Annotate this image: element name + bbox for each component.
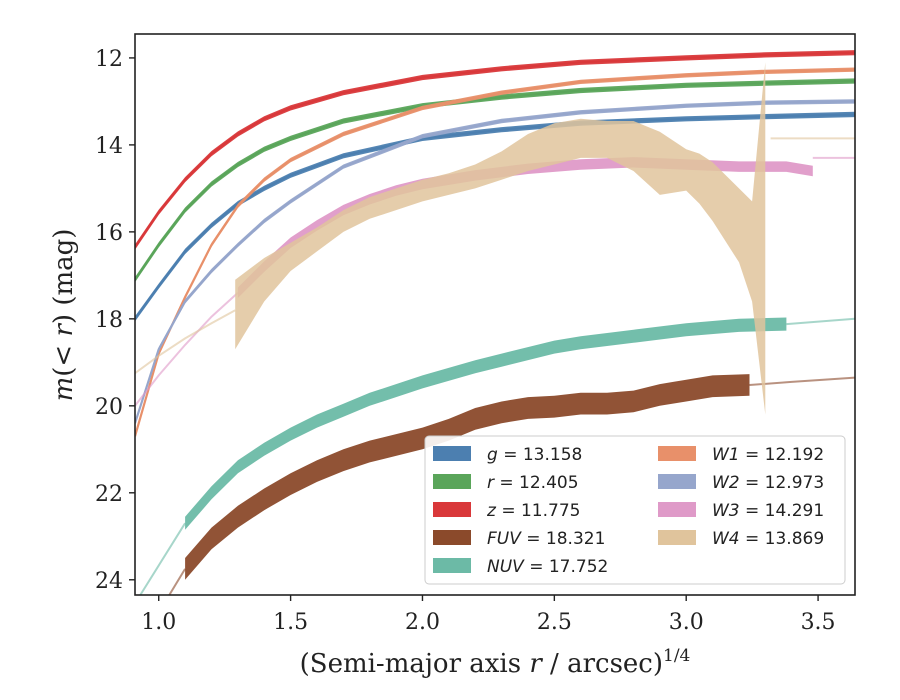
series-w1 — [135, 67, 855, 439]
x-tick-label: 3.5 — [801, 610, 836, 635]
y-tick-label: 20 — [95, 395, 123, 420]
legend-swatch-z — [433, 502, 471, 517]
series-nuv-outer-extension — [786, 317, 855, 326]
y-axis-label: m(< r) (mag) — [49, 229, 79, 402]
y-tick-label: 18 — [95, 308, 123, 333]
y-tick-label: 24 — [95, 569, 123, 594]
series-w2 — [135, 99, 855, 426]
legend-label-w1: W1 = 12.192 — [712, 445, 824, 465]
series-g-line — [135, 113, 855, 320]
series-w4-inner-extension — [135, 309, 236, 375]
series-nuv-band — [185, 317, 787, 530]
series-w3 — [135, 156, 855, 407]
legend-swatch-nuv — [433, 558, 471, 573]
series-z — [135, 50, 855, 250]
series-w1-line — [135, 68, 855, 437]
y-tick-label: 12 — [95, 47, 123, 72]
x-tick-label: 3.0 — [669, 610, 704, 635]
series-w4 — [135, 62, 855, 415]
series-z-line — [135, 51, 855, 248]
x-tick-label: 1.0 — [141, 610, 176, 635]
series-fuv-band — [185, 374, 750, 580]
legend-label-z: z = 11.775 — [486, 501, 580, 521]
series-fuv-inner-extension — [168, 568, 186, 595]
series-g — [135, 111, 855, 322]
y-tick-label: 14 — [95, 134, 123, 159]
series-w2-line — [135, 100, 855, 424]
x-tick-label: 2.0 — [405, 610, 440, 635]
y-tick-label: 16 — [95, 221, 123, 246]
legend-label-r: r = 12.405 — [487, 473, 579, 493]
legend-label-w2: W2 = 12.973 — [712, 473, 824, 493]
ticks-layer: 1.0 1.5 2.0 2.5 3.0 3.5 12 14 16 18 20 22 24 — [95, 47, 836, 635]
legend-swatch-w2 — [658, 474, 696, 489]
legend-swatch-fuv — [433, 530, 471, 545]
plot-frame — [134, 33, 856, 596]
series-w3-inner-extension — [135, 292, 239, 407]
y-tick-label: 22 — [95, 482, 123, 507]
legend: g = 13.158 r = 12.405 z = 11.775 FUV = 18.3… — [424, 435, 846, 585]
series-w3-band — [237, 157, 813, 298]
x-tick-label: 2.5 — [537, 610, 572, 635]
series-nuv — [139, 317, 855, 595]
legend-label-w3: W3 = 14.291 — [712, 501, 824, 521]
legend-swatch-w1 — [658, 446, 696, 461]
legend-swatch-w3 — [658, 502, 696, 517]
series-r — [135, 78, 855, 283]
legend-swatch-r — [433, 474, 471, 489]
legend-swatch-g — [433, 446, 471, 461]
series-layer — [135, 50, 855, 595]
series-nuv-inner-extension — [139, 522, 186, 595]
x-axis-label: (Semi-major axis r / arcsec)1/4 — [300, 646, 691, 679]
legend-label-fuv: FUV = 18.321 — [487, 529, 605, 549]
series-g-band — [135, 111, 855, 322]
legend-swatch-w4 — [658, 530, 696, 545]
series-w4-band — [235, 62, 766, 415]
series-r-line — [135, 79, 855, 281]
legend-label-w4: W4 = 13.869 — [712, 529, 824, 549]
legend-label-nuv: NUV = 17.752 — [487, 557, 608, 577]
legend-label-g: g = 13.158 — [487, 445, 582, 465]
legend-frame — [424, 435, 846, 585]
x-tick-label: 1.5 — [273, 610, 308, 635]
